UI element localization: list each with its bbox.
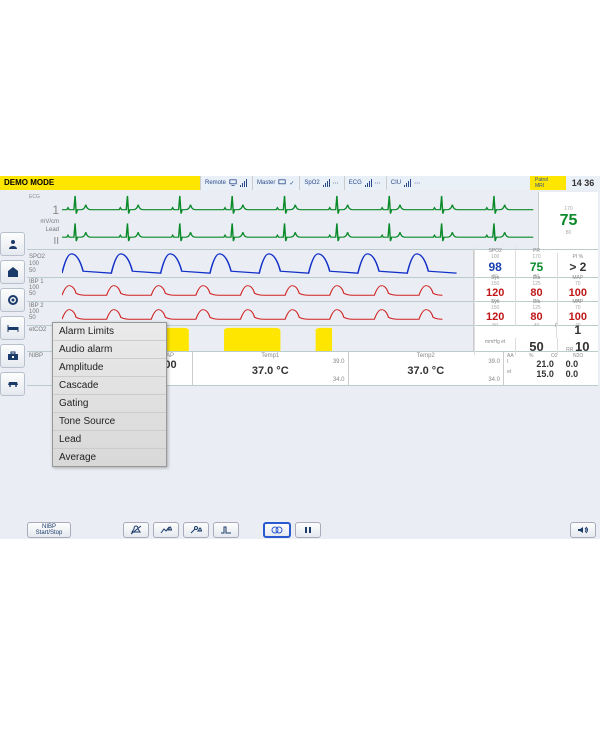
menu-cascade[interactable]: Cascade: [53, 377, 166, 395]
monitor-check-icon: [278, 179, 286, 187]
alarm-mute-button[interactable]: [123, 522, 149, 538]
menu-amplitude[interactable]: Amplitude: [53, 359, 166, 377]
tile-ecg[interactable]: ECG ⋯: [344, 176, 385, 190]
clock: 14 36: [566, 176, 600, 190]
left-sidebar: [0, 232, 25, 396]
menu-lead[interactable]: Lead: [53, 431, 166, 449]
etco2-readout: I 1 mmHg et 50 RR 10: [473, 326, 598, 351]
menu-audio-alarm[interactable]: Audio alarm: [53, 341, 166, 359]
sidebar-case[interactable]: [0, 344, 25, 368]
aa-panel: AA%O2N2O I21.00.0 et15.00.0: [503, 352, 598, 385]
cycle-icon: [271, 525, 283, 535]
speaker-button[interactable]: [570, 522, 596, 538]
sidebar-bed[interactable]: [0, 316, 25, 340]
sidebar-transport[interactable]: [0, 372, 25, 396]
petrol-label: Patrol MRI: [534, 176, 566, 190]
ibp1-waveform: [62, 278, 473, 301]
menu-alarm-limits[interactable]: Alarm Limits: [53, 323, 166, 341]
step-button[interactable]: [213, 522, 239, 538]
menu-gating[interactable]: Gating: [53, 395, 166, 413]
person-icon: [7, 238, 19, 250]
wrench-bell-icon: [190, 525, 202, 535]
car-icon: [7, 378, 19, 390]
row-ecg[interactable]: ECG 1 mV/cm Lead II 170 75 80: [27, 192, 598, 250]
sidebar-settings[interactable]: [0, 288, 25, 312]
hr-readout: 170 75 80: [538, 192, 598, 249]
menu-tone-source[interactable]: Tone Source: [53, 413, 166, 431]
context-menu: Alarm Limits Audio alarm Amplitude Casca…: [52, 322, 167, 467]
trend-bell-icon: [160, 525, 172, 535]
bed-icon: [7, 322, 19, 334]
nibp-start-stop-button[interactable]: NIBP Start/Stop: [27, 522, 71, 538]
tile-remote[interactable]: Remote: [200, 176, 251, 190]
cycle-button[interactable]: [263, 522, 291, 538]
bottom-toolbar: NIBP Start/Stop: [27, 521, 596, 539]
demo-mode-label: DEMO MODE: [0, 176, 58, 190]
top-banner: DEMO MODE Remote Master ✓ SpO2 ⋯ ECG ⋯: [0, 176, 600, 190]
bell-mute-icon: [130, 525, 142, 535]
monitor-screen: DEMO MODE Remote Master ✓ SpO2 ⋯ ECG ⋯: [0, 176, 600, 539]
banner-status-tiles: Remote Master ✓ SpO2 ⋯ ECG ⋯ CIU: [200, 176, 530, 190]
tile-ciu[interactable]: CIU ⋯: [386, 176, 424, 190]
monitor-icon: [229, 179, 237, 187]
sidebar-patient[interactable]: [0, 232, 25, 256]
spo2-waveform: [62, 250, 473, 277]
tile-spo2[interactable]: SpO2 ⋯: [299, 176, 342, 190]
alarm-trend-button[interactable]: [153, 522, 179, 538]
tile-master[interactable]: Master ✓: [252, 176, 298, 190]
pause-icon: [302, 525, 314, 535]
menu-average[interactable]: Average: [53, 449, 166, 466]
home-icon: [7, 266, 19, 278]
alarm-wrench-button[interactable]: [183, 522, 209, 538]
ecg-waveform: [62, 192, 538, 249]
gear-icon: [7, 294, 19, 306]
step-icon: [220, 525, 232, 535]
speaker-icon: [577, 525, 589, 535]
pause-button[interactable]: [295, 522, 321, 538]
sidebar-home[interactable]: [0, 260, 25, 284]
case-icon: [7, 350, 19, 362]
